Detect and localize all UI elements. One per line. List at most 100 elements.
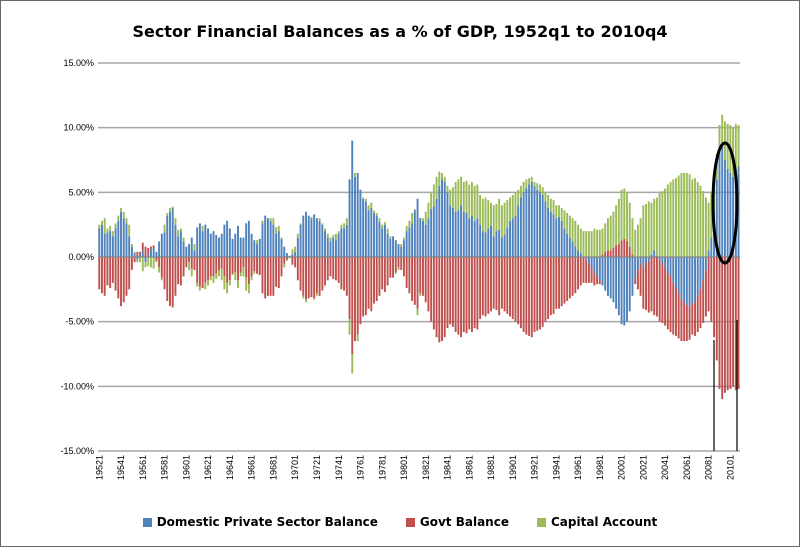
y-tick-label: 0.00% (68, 252, 94, 262)
bar-capital (473, 185, 476, 221)
bar-private (511, 218, 514, 257)
bar-capital (394, 272, 397, 274)
bar-capital (422, 218, 424, 221)
bar-govt (367, 257, 370, 309)
bar-govt (525, 257, 528, 335)
bar-private (291, 254, 294, 257)
bar-private (378, 222, 381, 257)
bar-capital (487, 200, 490, 229)
bar-capital (626, 192, 628, 242)
bar-govt (666, 272, 669, 330)
bar-private (623, 257, 626, 326)
bar-private (726, 169, 729, 257)
bar-private (182, 241, 185, 257)
bar-capital (237, 280, 239, 289)
bar-govt (443, 257, 446, 338)
bar-private (552, 214, 555, 257)
bar-private (310, 218, 313, 257)
bar-private (533, 185, 536, 257)
bar-govt (568, 257, 571, 299)
bar-govt (498, 257, 501, 316)
bar-capital (721, 114, 724, 144)
bar-private (193, 250, 196, 257)
bar-private (139, 254, 142, 257)
bar-private (571, 241, 574, 257)
bar-capital (188, 262, 190, 270)
bar-capital (354, 172, 356, 177)
bar-govt (481, 257, 484, 316)
bar-private (577, 250, 579, 257)
bar-capital (177, 229, 180, 237)
bar-govt (215, 257, 218, 274)
x-tick-label: 19561 (138, 455, 148, 480)
bar-private (694, 257, 696, 303)
bar-private (147, 254, 150, 257)
bar-govt (158, 257, 161, 268)
x-tick-label: 19521 (94, 455, 104, 480)
bar-govt (661, 263, 664, 323)
bar-govt (250, 257, 253, 277)
bar-capital (381, 224, 384, 229)
x-tick-label: 19621 (203, 455, 213, 480)
bar-govt (133, 257, 136, 263)
bar-govt (487, 257, 490, 314)
bar-capital (111, 231, 114, 237)
bar-private (185, 246, 188, 257)
bar-private (367, 210, 370, 257)
bar-capital (718, 125, 721, 148)
bar-govt (726, 257, 729, 391)
bar-private (266, 218, 269, 257)
bar-private (495, 231, 498, 257)
bar-govt (617, 244, 620, 257)
bar-private (122, 218, 125, 257)
bar-govt (522, 257, 525, 333)
bar-capital (155, 260, 158, 263)
x-tick-label: 20001 (617, 455, 627, 480)
bar-capital (215, 273, 218, 279)
bar-capital (558, 205, 560, 217)
bar-capital (607, 218, 609, 251)
bar-private (234, 233, 237, 257)
bar-private (672, 257, 675, 283)
bar-govt (647, 260, 650, 313)
bar-govt (544, 257, 547, 322)
bar-private (215, 235, 218, 257)
bar-private (332, 237, 335, 257)
bar-govt (217, 257, 220, 270)
bar-govt (258, 257, 261, 276)
bar-capital (430, 192, 433, 210)
bar-private (609, 257, 612, 299)
bar-govt (228, 257, 231, 281)
bar-private (620, 257, 623, 325)
bar-capital (144, 262, 147, 268)
bar-private (617, 257, 620, 316)
bar-private (163, 232, 166, 257)
bar-govt (680, 298, 683, 342)
bar-govt (136, 251, 139, 257)
bar-private (598, 257, 601, 281)
bar-govt (451, 257, 454, 327)
bar-capital (321, 223, 324, 225)
bar-private (541, 194, 544, 257)
bar-capital (476, 184, 479, 219)
bar-private (664, 257, 667, 268)
bar-private (329, 241, 332, 257)
bar-govt (130, 257, 133, 270)
bar-capital (356, 334, 359, 342)
bar-capital (169, 207, 171, 212)
bar-private (120, 211, 122, 257)
bar-govt (128, 257, 131, 290)
bar-capital (109, 225, 112, 232)
bar-govt (541, 257, 544, 327)
bar-private (386, 233, 389, 257)
bar-private (318, 220, 321, 257)
bar-capital (465, 180, 468, 214)
bar-private (718, 147, 721, 257)
bar-capital (528, 178, 531, 185)
bar-govt (242, 257, 245, 268)
x-tick-label: 19541 (116, 455, 126, 480)
bar-capital (639, 218, 642, 257)
bar-govt (694, 302, 696, 336)
bar-govt (533, 257, 536, 333)
